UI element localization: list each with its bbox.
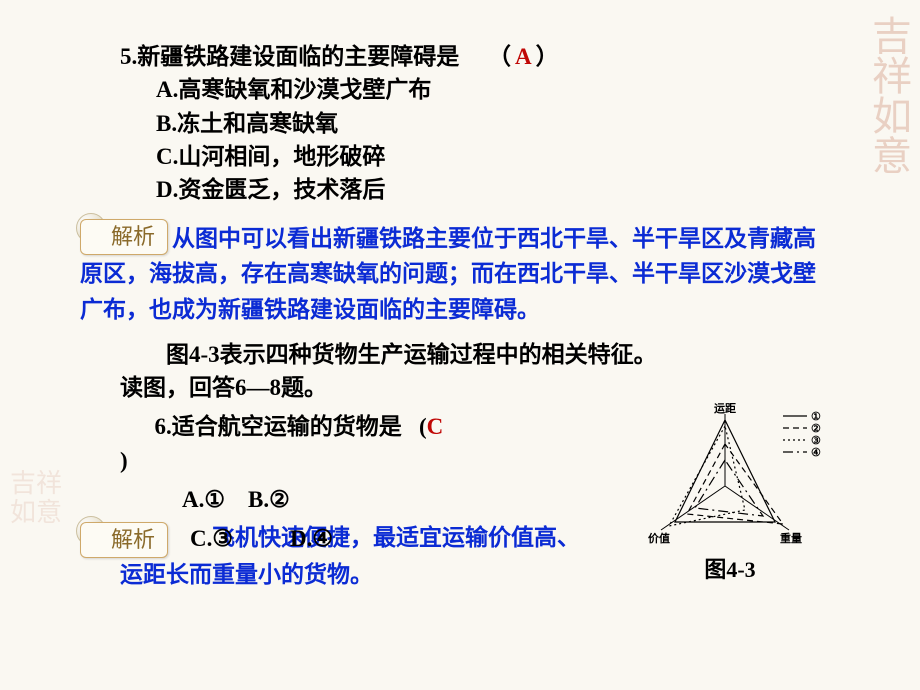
q5-option-c: C.山河相间，地形破碎 (156, 140, 830, 173)
svg-text:③: ③ (811, 435, 821, 447)
q6-number: 6. (155, 414, 172, 439)
chart-caption: 图4-3 (630, 554, 830, 586)
analysis-label-2: 解析 (80, 522, 168, 558)
q5-paren-close: ） (536, 44, 559, 69)
q6-answer: C (427, 414, 444, 439)
q5-answer: A (515, 44, 532, 69)
chart-box: 运距价值 重量 ①②③④ 图4-3 (630, 400, 830, 586)
q5-number: 5. (120, 44, 137, 69)
analysis-label: 解析 (80, 219, 168, 255)
svg-text:运距: 运距 (714, 402, 736, 415)
q5-stem-line: 5.新疆铁路建设面临的主要障碍是 （A） (120, 40, 830, 73)
svg-text:①: ① (811, 411, 821, 423)
q6-option-a: A.① (182, 487, 225, 512)
svg-text:价值: 价值 (648, 531, 670, 545)
q5-option-d: D.资金匮乏，技术落后 (156, 173, 830, 206)
analysis-label-wrap-2: 解析 (80, 522, 200, 558)
q6-analysis-line2: 运距长而重量小的货物。 (120, 558, 630, 591)
q6-analysis-row: 解析 C.③ D.④ 飞机快速便捷，最适宜运输价值高、 (80, 520, 630, 558)
q5-options: A.高寒缺氧和沙漠戈壁广布 B.冻土和高寒缺氧 C.山河相间，地形破碎 D.资金… (120, 73, 830, 206)
svg-text:重量: 重量 (780, 531, 802, 545)
q6-left: 6.适合航空运输的货物是 (C ) A.① B.② 解析 C.③ D.④ 飞机快… (120, 410, 630, 591)
q6-analysis-line1: 飞机快速便捷，最适宜运输价值高、 (212, 520, 580, 556)
q6-paren-open: ( (419, 414, 427, 439)
q6-option-c: C.③ (190, 522, 233, 555)
q5-option-b: B.冻土和高寒缺氧 (156, 107, 830, 140)
q6-options: A.① B.② (120, 483, 630, 516)
svg-text:②: ② (811, 423, 821, 435)
radar-chart: 运距价值 重量 ①②③④ (635, 400, 825, 550)
analysis-label-wrap: 解析 (80, 219, 200, 255)
q6-option-d: D.④ (290, 522, 333, 555)
page-content: 5.新疆铁路建设面临的主要障碍是 （A） A.高寒缺氧和沙漠戈壁广布 B.冻土和… (0, 0, 920, 601)
q5-paren-open: （ (488, 44, 511, 69)
q5-stem: 新疆铁路建设面临的主要障碍是 (137, 44, 459, 69)
q6-stem: 适合航空运输的货物是 (172, 414, 402, 439)
q5-option-a: A.高寒缺氧和沙漠戈壁广布 (156, 73, 830, 106)
q6-paren-close: ) (120, 444, 630, 477)
q6-option-b: B.② (248, 487, 290, 512)
svg-text:④: ④ (811, 447, 821, 459)
q6-stem-line: 6.适合航空运输的货物是 (C (120, 410, 630, 443)
q6-intro-line2: 读图，回答6—8题。 (120, 371, 830, 404)
q6-intro-line1: 图4-3表示四种货物生产运输过程中的相关特征。 (120, 338, 830, 371)
question-5: 5.新疆铁路建设面临的主要障碍是 （A） A.高寒缺氧和沙漠戈壁广布 B.冻土和… (120, 40, 830, 207)
q6-area: 6.适合航空运输的货物是 (C ) A.① B.② 解析 C.③ D.④ 飞机快… (120, 410, 830, 591)
